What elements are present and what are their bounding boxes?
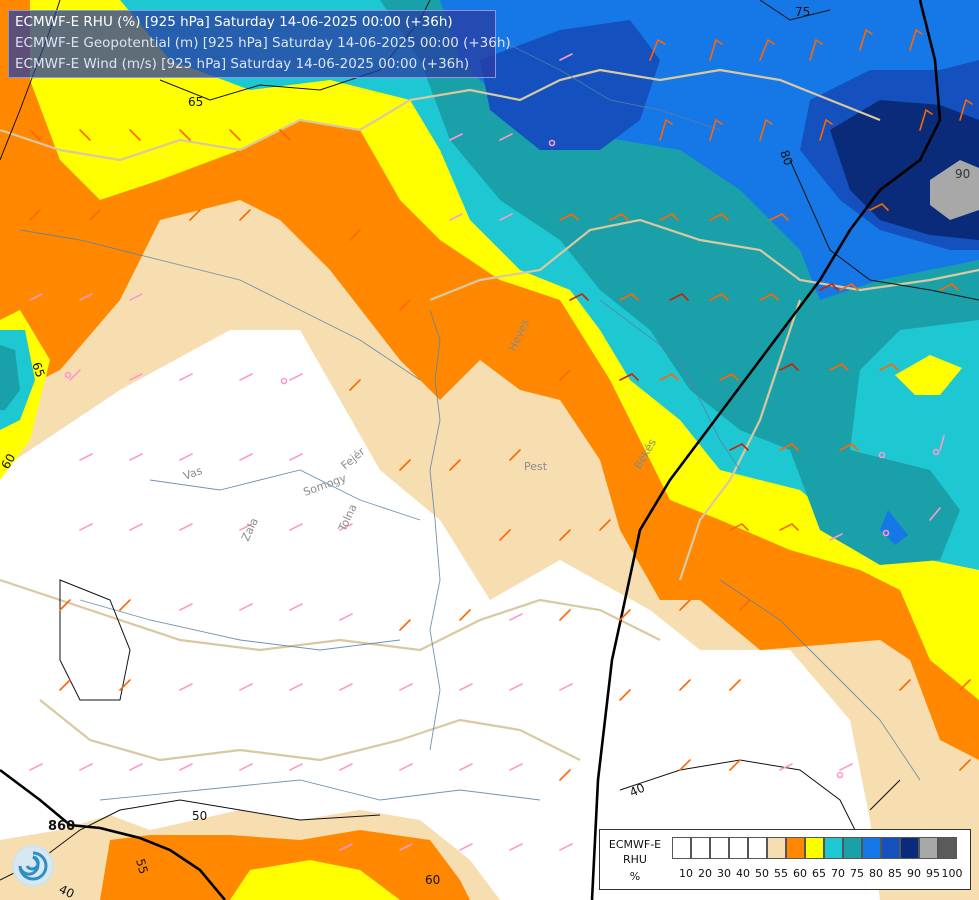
rhu-90-95-area [930,160,979,220]
legend-tick-label: 40 [736,867,750,880]
contour-label-55: 55 [133,857,150,875]
legend-tick-label: 10 [679,867,693,880]
legend-tick-label: 75 [850,867,864,880]
region-label-vas: Vas [182,464,205,483]
legend-swatch [824,837,843,859]
legend-swatch [729,837,748,859]
legend-swatch [843,837,862,859]
map-title-panel: ECMWF-E RHU (%) [925 hPa] Saturday 14-06… [8,10,511,78]
contour-label-90: 90 [955,167,970,181]
legend-tick-label: 55 [774,867,788,880]
legend-tick-label: 90 [907,867,921,880]
legend-swatch [691,837,710,859]
legend-tick-label: 70 [831,867,845,880]
rhu-75-80-pocket [880,510,908,545]
title-geopotential: ECMWF-E Geopotential (m) [925 hPa] Satur… [15,35,511,51]
contour-label-80: 80 [777,148,795,167]
contour-label-65-top: 65 [188,95,203,109]
legend-tick-label: 80 [869,867,883,880]
legend-swatch [881,837,900,859]
title-rhu: ECMWF-E RHU (%) [925 hPa] Saturday 14-06… [15,14,453,30]
wind-barbs [29,28,973,851]
legend-swatch [900,837,919,859]
region-label-pest: Pest [524,460,548,473]
legend-tick-label: 85 [888,867,902,880]
legend-swatch [767,837,786,859]
rhu-legend: ECMWF-E RHU % 10 20 30 40 50 55 60 65 70 75 80 85 90… [599,829,971,890]
contour-label-860: 860 [48,819,75,834]
rivers [19,39,921,801]
country-borders [0,68,979,762]
logo-icon [12,845,54,887]
geopotential-860-line [0,0,942,900]
contour-label-40-left: 40 [57,882,77,900]
legend-tick-label: 20 [698,867,712,880]
legend-swatch [748,837,767,859]
legend-model-name: ECMWF-E [608,838,662,851]
legend-swatch [710,837,729,859]
legend-swatch [938,837,957,859]
rhu-60-65-pocket [895,355,962,395]
legend-swatch [786,837,805,859]
contour-label-50: 50 [192,809,207,823]
legend-variable-name: RHU [623,853,647,866]
contour-label-40-right: 40 [627,781,647,800]
legend-tick-label: 30 [717,867,731,880]
legend-tick-label: 95 [926,867,940,880]
legend-unit: % [629,870,641,883]
legend-swatch [805,837,824,859]
legend-swatch [862,837,881,859]
title-wind: ECMWF-E Wind (m/s) [925 hPa] Saturday 14… [15,56,470,72]
legend-swatch [919,837,938,859]
legend-tick-label: 100 [941,867,963,880]
contour-label-60-bottom: 60 [425,873,440,887]
contour-label-65-left: 65 [29,360,47,379]
contour-label-75: 75 [795,5,810,19]
legend-tick-label: 60 [793,867,807,880]
legend-tick-label: 65 [812,867,826,880]
legend-tick-label: 50 [755,867,769,880]
legend-swatch [672,837,691,859]
